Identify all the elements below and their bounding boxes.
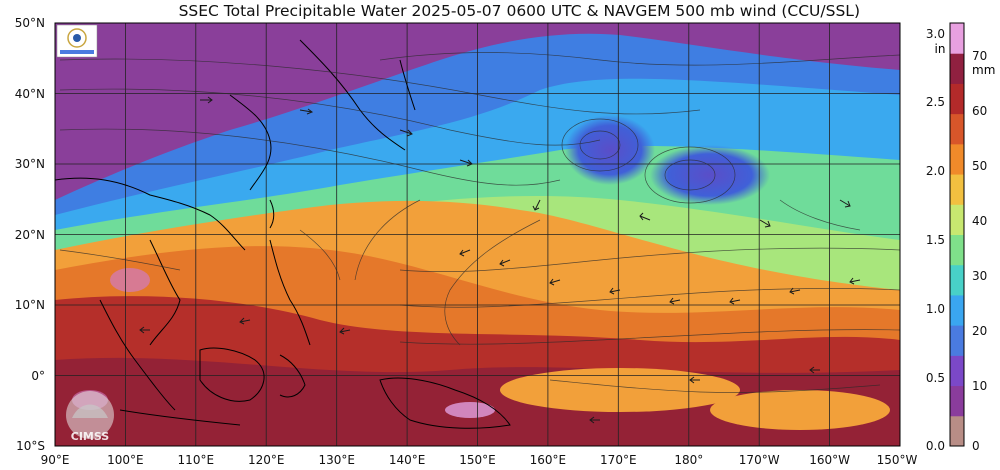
lat-lon-grid [55,23,900,446]
colorbar-band [950,264,964,296]
lat-labels: 50°N 40°N 30°N 20°N 10°N 0° 10°S [15,16,45,453]
in-tick: 3.0 [926,27,945,41]
wind-arrow [239,317,251,325]
wind-arrow [809,366,820,374]
wind-arrow [589,416,600,424]
colorbar-band [950,415,964,447]
in-tick: 2.5 [926,95,945,109]
lon-label: 140°E [389,453,426,467]
in-tick: 1.0 [926,302,945,316]
in-tick: 2.0 [926,164,945,178]
lon-label: 170°W [739,453,780,467]
lon-label: 150°W [877,453,918,467]
in-tick: 1.5 [926,233,945,247]
map-title: SSEC Total Precipitable Water 2025-05-07… [178,2,860,20]
coastlines [55,39,511,429]
mm-tick: 50 [972,159,987,173]
wind-arrow [849,277,861,285]
wind-arrow [459,159,473,167]
colorbar-unit-mm: mm [972,63,995,77]
lon-label: 160°E [530,453,567,467]
cimss-label: CIMSS [71,430,110,443]
map-frame [54,22,901,447]
lon-label: 160°W [809,453,850,467]
wind-arrow [609,287,621,295]
wind-arrow [549,278,561,286]
colorbar-unit-in: in [935,42,946,56]
ssec-logo [56,24,98,58]
wind-arrow [200,96,213,104]
colorbar-band [950,385,964,417]
colorbar-band [950,355,964,387]
wind-arrow [789,287,801,295]
wind-arrow [669,297,681,305]
mm-tick: 0 [972,439,980,453]
colorbar-band [950,294,964,326]
lon-label: 130°E [318,453,355,467]
lat-label: 10°S [16,439,45,453]
wind-arrow [639,212,651,221]
wind-arrow [689,376,700,384]
colorbar-band [950,204,964,235]
mm-tick: 10 [972,379,987,393]
lon-label: 170°E [600,453,637,467]
colorbar-band [950,234,964,266]
in-tick: 0.0 [926,439,945,453]
lat-label: 0° [31,369,45,383]
wind-vectors [139,96,861,424]
colorbar-band [950,53,964,84]
colorbar-band [950,325,964,356]
mm-tick: 40 [972,214,987,228]
colorbar-band [950,113,964,145]
wind-arrow [459,249,471,257]
lat-label: 10°N [15,298,45,312]
wind-arrow [339,327,351,335]
wind-arrow [399,129,413,137]
lat-label: 20°N [15,228,45,242]
wind-arrow [839,199,851,208]
wind-arrow [299,108,314,115]
colorbar-mm-ticks: 70 60 50 40 30 20 10 0 [972,49,987,453]
lat-label: 40°N [15,87,45,101]
wind-arrow [532,199,541,211]
cimss-watermark: CIMSS [66,391,114,443]
wind-arrow [499,259,511,267]
lon-label: 120°E [248,453,285,467]
colorbar-frame [949,22,965,447]
wind-arrow [759,219,771,228]
mm-tick: 20 [972,324,987,338]
colorbar-band [950,23,964,54]
wind-arrow [729,297,741,305]
colorbar-in-ticks: 3.0 2.5 2.0 1.5 1.0 0.5 0.0 [926,27,945,453]
in-tick: 0.5 [926,371,945,385]
lat-label: 30°N [15,157,45,171]
wind-streamlines [59,52,900,393]
colorbar-band [950,83,964,115]
colorbar-bands [950,23,964,447]
colorbar-band [950,143,964,175]
mm-tick: 60 [972,104,987,118]
lon-label: 150°E [459,453,496,467]
lon-label: 110°E [178,453,215,467]
lat-label: 50°N [15,16,45,30]
lon-label: 90°E [41,453,70,467]
wind-arrow [139,326,150,334]
lon-label: 100°E [107,453,144,467]
mm-tick: 70 [972,49,987,63]
mm-tick: 30 [972,269,987,283]
colorbar-band [950,174,964,205]
lon-labels: 90°E 100°E 110°E 120°E 130°E 140°E 150°E… [41,453,918,467]
lon-label: 180° [674,453,703,467]
